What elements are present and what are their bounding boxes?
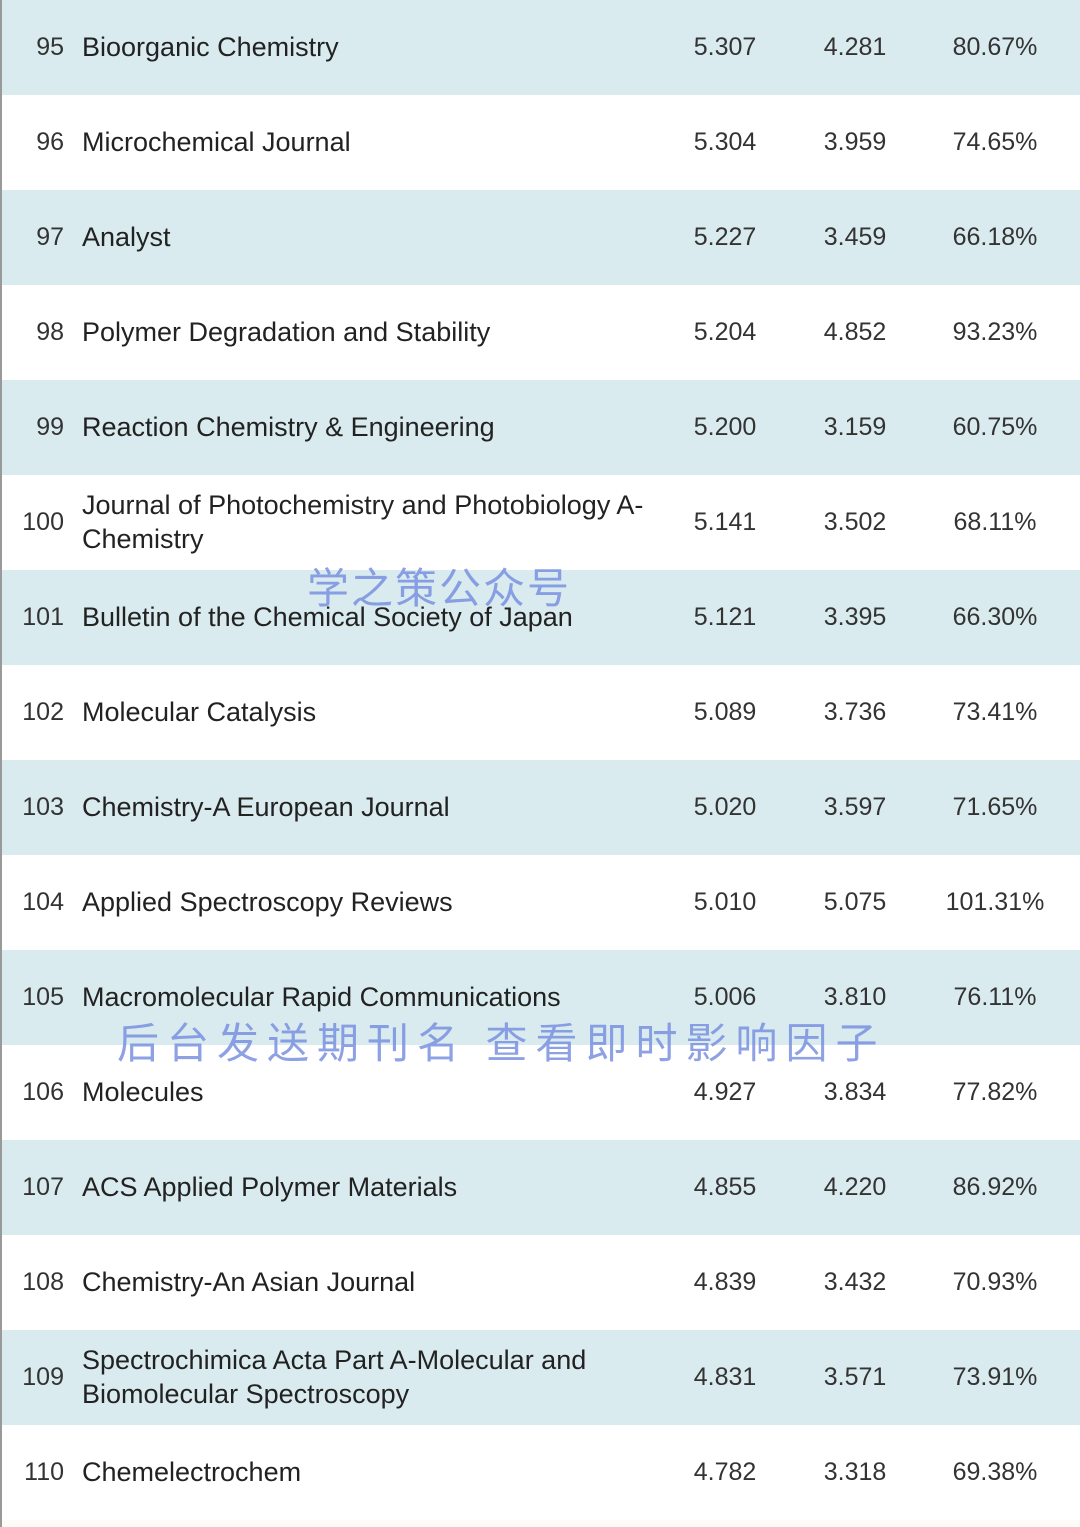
value1-cell: 5.089 <box>660 698 790 727</box>
rank-cell: 104 <box>12 888 82 917</box>
rank-cell: 106 <box>12 1078 82 1107</box>
value1-cell: 4.839 <box>660 1268 790 1297</box>
value1-cell: 4.927 <box>660 1078 790 1107</box>
table-row: 105Macromolecular Rapid Communications5.… <box>2 950 1080 1045</box>
rank-cell: 100 <box>12 508 82 537</box>
table-row: 96Microchemical Journal5.3043.95974.65% <box>2 95 1080 190</box>
value2-cell: 3.834 <box>790 1078 920 1107</box>
name-cell: Journal of Photochemistry and Photobiolo… <box>82 489 660 557</box>
percent-cell: 76.11% <box>920 983 1070 1012</box>
rank-cell: 95 <box>12 33 82 62</box>
value1-cell: 5.200 <box>660 413 790 442</box>
value2-cell: 3.959 <box>790 128 920 157</box>
value1-cell: 4.855 <box>660 1173 790 1202</box>
value2-cell: 4.220 <box>790 1173 920 1202</box>
name-cell: Molecules <box>82 1076 660 1110</box>
value1-cell: 5.227 <box>660 223 790 252</box>
percent-cell: 86.92% <box>920 1173 1070 1202</box>
name-cell: Chemistry-An Asian Journal <box>82 1266 660 1300</box>
value2-cell: 3.571 <box>790 1363 920 1392</box>
table-row: 109Spectrochimica Acta Part A-Molecular … <box>2 1330 1080 1425</box>
value2-cell: 3.159 <box>790 413 920 442</box>
value2-cell: 3.736 <box>790 698 920 727</box>
name-cell: Analyst <box>82 221 660 255</box>
percent-cell: 66.18% <box>920 223 1070 252</box>
name-cell: Applied Spectroscopy Reviews <box>82 886 660 920</box>
table-row: 99Reaction Chemistry & Engineering5.2003… <box>2 380 1080 475</box>
value2-cell: 3.432 <box>790 1268 920 1297</box>
percent-cell: 66.30% <box>920 603 1070 632</box>
value2-cell: 5.075 <box>790 888 920 917</box>
percent-cell: 77.82% <box>920 1078 1070 1107</box>
name-cell: Bioorganic Chemistry <box>82 31 660 65</box>
table-row: 110Chemelectrochem4.7823.31869.38% <box>2 1425 1080 1520</box>
value2-cell: 4.852 <box>790 318 920 347</box>
value1-cell: 4.782 <box>660 1458 790 1487</box>
value2-cell: 3.395 <box>790 603 920 632</box>
percent-cell: 73.41% <box>920 698 1070 727</box>
value2-cell: 3.459 <box>790 223 920 252</box>
value1-cell: 5.304 <box>660 128 790 157</box>
percent-cell: 80.67% <box>920 33 1070 62</box>
rank-cell: 96 <box>12 128 82 157</box>
value2-cell: 3.502 <box>790 508 920 537</box>
value1-cell: 4.831 <box>660 1363 790 1392</box>
value2-cell: 3.810 <box>790 983 920 1012</box>
rank-cell: 109 <box>12 1363 82 1392</box>
value2-cell: 4.281 <box>790 33 920 62</box>
table-row: 101Bulletin of the Chemical Society of J… <box>2 570 1080 665</box>
rank-cell: 107 <box>12 1173 82 1202</box>
table-row: 104Applied Spectroscopy Reviews5.0105.07… <box>2 855 1080 950</box>
percent-cell: 93.23% <box>920 318 1070 347</box>
table-row: 97Analyst5.2273.45966.18% <box>2 190 1080 285</box>
rank-cell: 97 <box>12 223 82 252</box>
name-cell: Spectrochimica Acta Part A-Molecular and… <box>82 1344 660 1412</box>
percent-cell: 60.75% <box>920 413 1070 442</box>
percent-cell: 70.93% <box>920 1268 1070 1297</box>
table-row: 107ACS Applied Polymer Materials4.8554.2… <box>2 1140 1080 1235</box>
percent-cell: 101.31% <box>920 888 1070 917</box>
table-row: 106Molecules4.9273.83477.82% <box>2 1045 1080 1140</box>
table-row: 95Bioorganic Chemistry5.3074.28180.67% <box>2 0 1080 95</box>
percent-cell: 74.65% <box>920 128 1070 157</box>
rank-cell: 103 <box>12 793 82 822</box>
value1-cell: 5.020 <box>660 793 790 822</box>
value1-cell: 5.204 <box>660 318 790 347</box>
rank-cell: 99 <box>12 413 82 442</box>
table-row: 103Chemistry-A European Journal5.0203.59… <box>2 760 1080 855</box>
value2-cell: 3.597 <box>790 793 920 822</box>
table-row: 98Polymer Degradation and Stability5.204… <box>2 285 1080 380</box>
name-cell: Reaction Chemistry & Engineering <box>82 411 660 445</box>
value1-cell: 5.121 <box>660 603 790 632</box>
rank-cell: 108 <box>12 1268 82 1297</box>
rank-cell: 105 <box>12 983 82 1012</box>
name-cell: Macromolecular Rapid Communications <box>82 981 660 1015</box>
percent-cell: 69.38% <box>920 1458 1070 1487</box>
name-cell: Microchemical Journal <box>82 126 660 160</box>
table-row: 100Journal of Photochemistry and Photobi… <box>2 475 1080 570</box>
percent-cell: 73.91% <box>920 1363 1070 1392</box>
value1-cell: 5.307 <box>660 33 790 62</box>
name-cell: Molecular Catalysis <box>82 696 660 730</box>
table-row: 102Molecular Catalysis5.0893.73673.41% <box>2 665 1080 760</box>
journal-table: 95Bioorganic Chemistry5.3074.28180.67%96… <box>2 0 1080 1520</box>
value1-cell: 5.006 <box>660 983 790 1012</box>
name-cell: Chemelectrochem <box>82 1456 660 1490</box>
rank-cell: 110 <box>12 1458 82 1487</box>
percent-cell: 68.11% <box>920 508 1070 537</box>
value1-cell: 5.141 <box>660 508 790 537</box>
percent-cell: 71.65% <box>920 793 1070 822</box>
rank-cell: 101 <box>12 603 82 632</box>
rank-cell: 102 <box>12 698 82 727</box>
name-cell: ACS Applied Polymer Materials <box>82 1171 660 1205</box>
name-cell: Chemistry-A European Journal <box>82 791 660 825</box>
name-cell: Polymer Degradation and Stability <box>82 316 660 350</box>
name-cell: Bulletin of the Chemical Society of Japa… <box>82 601 660 635</box>
value1-cell: 5.010 <box>660 888 790 917</box>
rank-cell: 98 <box>12 318 82 347</box>
value2-cell: 3.318 <box>790 1458 920 1487</box>
table-row: 108Chemistry-An Asian Journal4.8393.4327… <box>2 1235 1080 1330</box>
